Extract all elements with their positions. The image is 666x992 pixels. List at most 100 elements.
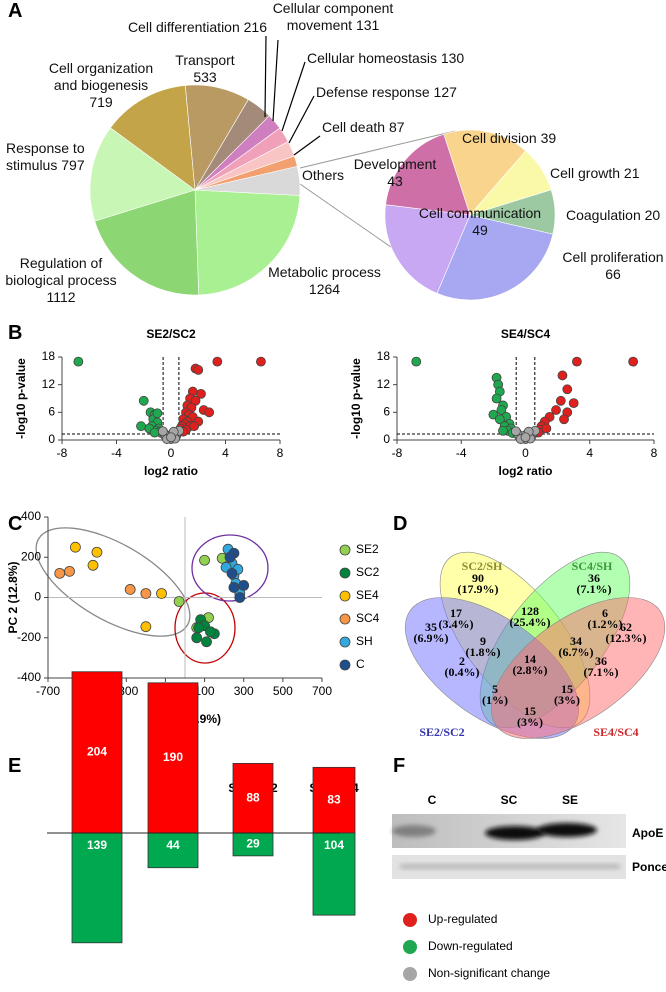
x-tick-label: -8 bbox=[392, 446, 403, 460]
data-point bbox=[73, 356, 84, 367]
y-tick-label: 12 bbox=[377, 377, 391, 391]
data-point bbox=[572, 356, 582, 367]
value-label: 43 bbox=[387, 173, 403, 189]
data-point bbox=[199, 554, 210, 566]
x-axis-label: log2 ratio bbox=[498, 464, 552, 478]
data-point bbox=[156, 588, 167, 599]
category-label: Cell organization and biogenesis bbox=[48, 60, 154, 93]
legend-marker bbox=[403, 940, 417, 954]
value-label: 20 bbox=[644, 207, 661, 223]
leader-line bbox=[288, 95, 315, 144]
slice-label: Transport 533 bbox=[160, 52, 250, 86]
x-tick-label: 500 bbox=[273, 684, 293, 698]
pie-slice bbox=[89, 127, 196, 222]
data-point bbox=[189, 421, 200, 432]
data-point bbox=[54, 567, 66, 579]
region-percent: (6.9%) bbox=[414, 631, 449, 645]
value-label: 216 bbox=[243, 19, 267, 35]
data-point bbox=[193, 365, 204, 375]
region-value: 17 bbox=[450, 606, 462, 620]
value-label: 39 bbox=[540, 130, 557, 146]
y-tick-label: 18 bbox=[42, 349, 56, 363]
legend-marker bbox=[403, 967, 417, 981]
data-point bbox=[494, 414, 505, 425]
data-point bbox=[411, 356, 422, 367]
data-point bbox=[224, 551, 236, 563]
bar bbox=[71, 832, 123, 944]
region-percent: (17.9%) bbox=[458, 582, 499, 596]
data-point bbox=[87, 559, 99, 571]
y-tick-label: 6 bbox=[383, 405, 390, 419]
y-tick-label: 6 bbox=[48, 405, 55, 419]
x-tick-label: -4 bbox=[111, 446, 122, 460]
y-axis-label: -log10 p-value bbox=[349, 358, 363, 439]
region-value: 128 bbox=[521, 604, 539, 618]
x-tick-label: 700 bbox=[312, 684, 332, 698]
category-label: Cell proliferation bbox=[562, 249, 664, 265]
data-point bbox=[226, 567, 238, 579]
region-value: 14 bbox=[524, 652, 536, 666]
panel-label: E bbox=[8, 755, 22, 777]
data-point bbox=[193, 622, 205, 634]
region-value: 36 bbox=[588, 571, 600, 585]
bar bbox=[312, 832, 356, 916]
region-value: 2 bbox=[459, 654, 465, 668]
region-percent: (1.2%) bbox=[588, 617, 623, 631]
x-tick-label: 8 bbox=[277, 446, 284, 460]
value-label: 104 bbox=[324, 838, 344, 852]
value-label: 1112 bbox=[46, 289, 76, 305]
value-label: 131 bbox=[355, 17, 380, 33]
x-axis-label: log2 ratio bbox=[144, 464, 198, 478]
data-point bbox=[124, 584, 136, 595]
category-label: Defense response bbox=[316, 84, 430, 100]
x-tick-label: 4 bbox=[222, 446, 229, 460]
data-point bbox=[157, 426, 168, 437]
region-value: 36 bbox=[595, 654, 607, 668]
region-value: 6 bbox=[602, 606, 608, 620]
legend-label: SE2 bbox=[356, 542, 379, 556]
data-point bbox=[228, 582, 240, 593]
region-percent: (2.8%) bbox=[513, 663, 548, 677]
category-label: Others bbox=[302, 167, 345, 183]
category-label: Metabolic process bbox=[268, 264, 381, 280]
x-tick-label: -8 bbox=[57, 446, 68, 460]
lane-label: SC bbox=[501, 793, 518, 807]
chart-title: SE2/SC2 bbox=[146, 327, 196, 341]
data-point bbox=[234, 592, 246, 603]
pie-slice bbox=[110, 85, 196, 191]
value-label: 66 bbox=[605, 266, 621, 282]
region-percent: (7.1%) bbox=[584, 665, 619, 679]
slice-label: Metabolic process 1264 bbox=[262, 264, 387, 298]
value-label: 130 bbox=[440, 50, 465, 66]
slice-label: Cell division 39 bbox=[462, 130, 612, 147]
data-point bbox=[520, 432, 531, 443]
legend-label: Up-regulated bbox=[428, 912, 497, 926]
data-point bbox=[205, 626, 216, 638]
set-label: SE4/SC4 bbox=[593, 725, 638, 739]
data-point bbox=[491, 393, 502, 404]
value-label: 797 bbox=[61, 157, 85, 173]
legend-marker bbox=[339, 636, 351, 648]
region-percent: (7.1%) bbox=[577, 582, 612, 596]
y-tick-label: 18 bbox=[377, 349, 391, 363]
legend-marker bbox=[339, 590, 351, 602]
slice-label: Cell differentiation 216 bbox=[62, 19, 267, 36]
category-label: Cell differentiation bbox=[127, 19, 240, 35]
slice-label: Cell growth 21 bbox=[550, 165, 665, 182]
legend-label: SE4 bbox=[356, 588, 379, 602]
leader-line bbox=[281, 61, 306, 132]
set-label: SC2/SH bbox=[462, 559, 503, 573]
region-percent: (1.8%) bbox=[466, 645, 501, 659]
category-label: Cellular homeostasis bbox=[307, 50, 437, 66]
data-point bbox=[498, 425, 508, 436]
x-tick-label: 4 bbox=[586, 446, 593, 460]
panel-label: D bbox=[393, 513, 408, 535]
slice-label: Coagulation 20 bbox=[566, 207, 666, 224]
blot-band bbox=[485, 826, 545, 840]
region-value: 5 bbox=[492, 682, 498, 696]
western-blot bbox=[392, 814, 626, 879]
region-percent: (0.4%) bbox=[445, 665, 480, 679]
y-tick-label: 0 bbox=[383, 432, 390, 446]
